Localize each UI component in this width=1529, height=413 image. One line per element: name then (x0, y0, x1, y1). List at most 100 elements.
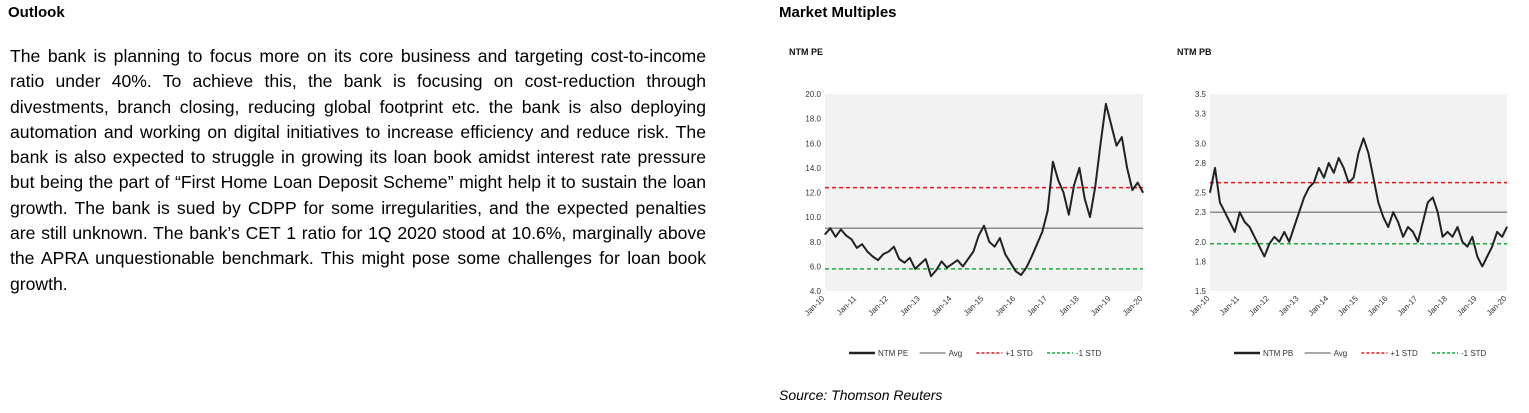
pb-series-point (1437, 211, 1439, 213)
pb-series-point (1328, 162, 1330, 164)
pe-series-point (1094, 185, 1096, 187)
pb-y-tick: 2.3 (1195, 208, 1207, 217)
pb-y-tick: 2.8 (1195, 159, 1207, 168)
pb-series-point (1367, 152, 1369, 154)
pe-series-point (898, 258, 900, 260)
pe-legend-plus-std-label: +1 STD (1005, 349, 1033, 358)
pe-plot-area (825, 94, 1143, 291)
pe-x-tick: Jan-12 (866, 294, 890, 318)
pe-y-tick: 8.0 (810, 238, 822, 247)
pe-series-point (994, 246, 996, 248)
pe-series-point (1052, 161, 1054, 163)
pe-series-point (1036, 243, 1038, 245)
pe-y-tick: 12.0 (805, 189, 821, 198)
pb-x-tick: Jan-14 (1307, 294, 1331, 318)
pe-series-point (1009, 262, 1012, 264)
pb-x-tick: Jan-12 (1247, 294, 1271, 318)
market-multiples-heading: Market Multiples (779, 4, 897, 21)
pb-plot-area (1210, 94, 1507, 291)
pe-series-point (962, 265, 964, 267)
pb-series-point (1333, 172, 1335, 174)
pb-y-tick: 3.3 (1195, 110, 1207, 119)
pb-series-point (1338, 157, 1340, 159)
pe-series-point (1031, 255, 1033, 258)
pe-series-point (941, 260, 943, 263)
pe-series-point (1115, 145, 1118, 147)
pb-series-point (1442, 236, 1444, 238)
pb-series-point (1392, 211, 1394, 213)
pb-series-point (1417, 241, 1419, 243)
pb-series-point (1357, 152, 1360, 154)
pb-legend-minus-std-label: -1 STD (1461, 349, 1487, 358)
pe-series-point (1105, 103, 1107, 105)
pb-series-point (1263, 255, 1266, 258)
pe-y-tick: 18.0 (805, 115, 821, 124)
pe-series-point (983, 225, 985, 227)
pb-x-tick: Jan-15 (1336, 294, 1360, 318)
pb-series-point (1432, 196, 1434, 199)
pe-series-point (872, 255, 874, 258)
pb-series-point (1461, 241, 1464, 243)
pb-series-point (1283, 231, 1285, 233)
pb-series-point (1491, 246, 1493, 248)
pb-x-tick: Jan-19 (1455, 294, 1479, 318)
pe-series-point (1057, 179, 1059, 181)
pb-x-tick: Jan-17 (1396, 294, 1420, 318)
pb-y-tick: 2.5 (1195, 189, 1207, 198)
pb-series-point (1234, 231, 1236, 233)
pe-y-tick: 4.0 (810, 287, 822, 296)
pb-series-point (1471, 236, 1473, 238)
pe-series-point (978, 234, 980, 237)
pb-series-point (1214, 167, 1216, 169)
pb-series-point (1239, 211, 1241, 213)
pb-series-point (1377, 201, 1379, 203)
pb-series-point (1387, 226, 1389, 228)
pb-series-point (1209, 191, 1211, 194)
pe-series-point (1100, 142, 1102, 144)
pe-chart-title: NTM PE (789, 47, 824, 57)
pe-series-point (866, 251, 868, 253)
pb-series-point (1288, 241, 1290, 243)
pb-x-tick: Jan-11 (1218, 294, 1242, 318)
pe-x-tick: Jan-18 (1057, 294, 1081, 318)
pe-legend-avg-label: Avg (949, 349, 963, 358)
pb-series-point (1412, 231, 1414, 233)
pe-series-point (1126, 167, 1128, 169)
pb-y-tick: 1.5 (1195, 287, 1207, 296)
pb-series-point (1486, 255, 1488, 258)
pe-series-point (1015, 270, 1017, 272)
pb-x-tick: Jan-13 (1277, 294, 1301, 318)
pb-series-point (1456, 226, 1459, 228)
pe-series-point (909, 257, 911, 259)
outlook-heading: Outlook (8, 4, 65, 21)
pe-series-point (1068, 214, 1070, 216)
outlook-body: The bank is planning to focus more on it… (10, 46, 706, 294)
pe-series-point (1084, 198, 1086, 200)
pb-series-point (1407, 226, 1409, 228)
pb-series-point (1397, 221, 1399, 223)
pe-series-point (824, 233, 826, 235)
pe-series-point (925, 258, 927, 260)
pb-series-point (1278, 241, 1280, 243)
pe-legend-minus-std-label: -1 STD (1076, 349, 1102, 358)
pe-series-point (972, 251, 974, 253)
pe-series-point (1110, 124, 1112, 126)
pb-x-tick: Jan-16 (1366, 294, 1390, 318)
pb-series-point (1253, 236, 1256, 238)
pe-series-point (1137, 182, 1139, 184)
pb-series-point (1466, 246, 1468, 248)
pb-series-point (1481, 265, 1483, 267)
pb-series-point (1229, 221, 1231, 223)
pb-series-point (1476, 255, 1478, 258)
pb-x-tick: Jan-18 (1425, 294, 1449, 318)
pb-series-point (1382, 216, 1384, 218)
pe-series-point (882, 253, 884, 255)
pe-series-point (1020, 274, 1022, 276)
pe-series-point (1047, 210, 1049, 212)
pb-series-point (1249, 226, 1251, 228)
pe-series-point (1062, 191, 1065, 194)
pb-series-point (1447, 231, 1449, 233)
pb-x-tick: Jan-10 (1188, 294, 1212, 318)
pe-series-point (935, 269, 937, 271)
